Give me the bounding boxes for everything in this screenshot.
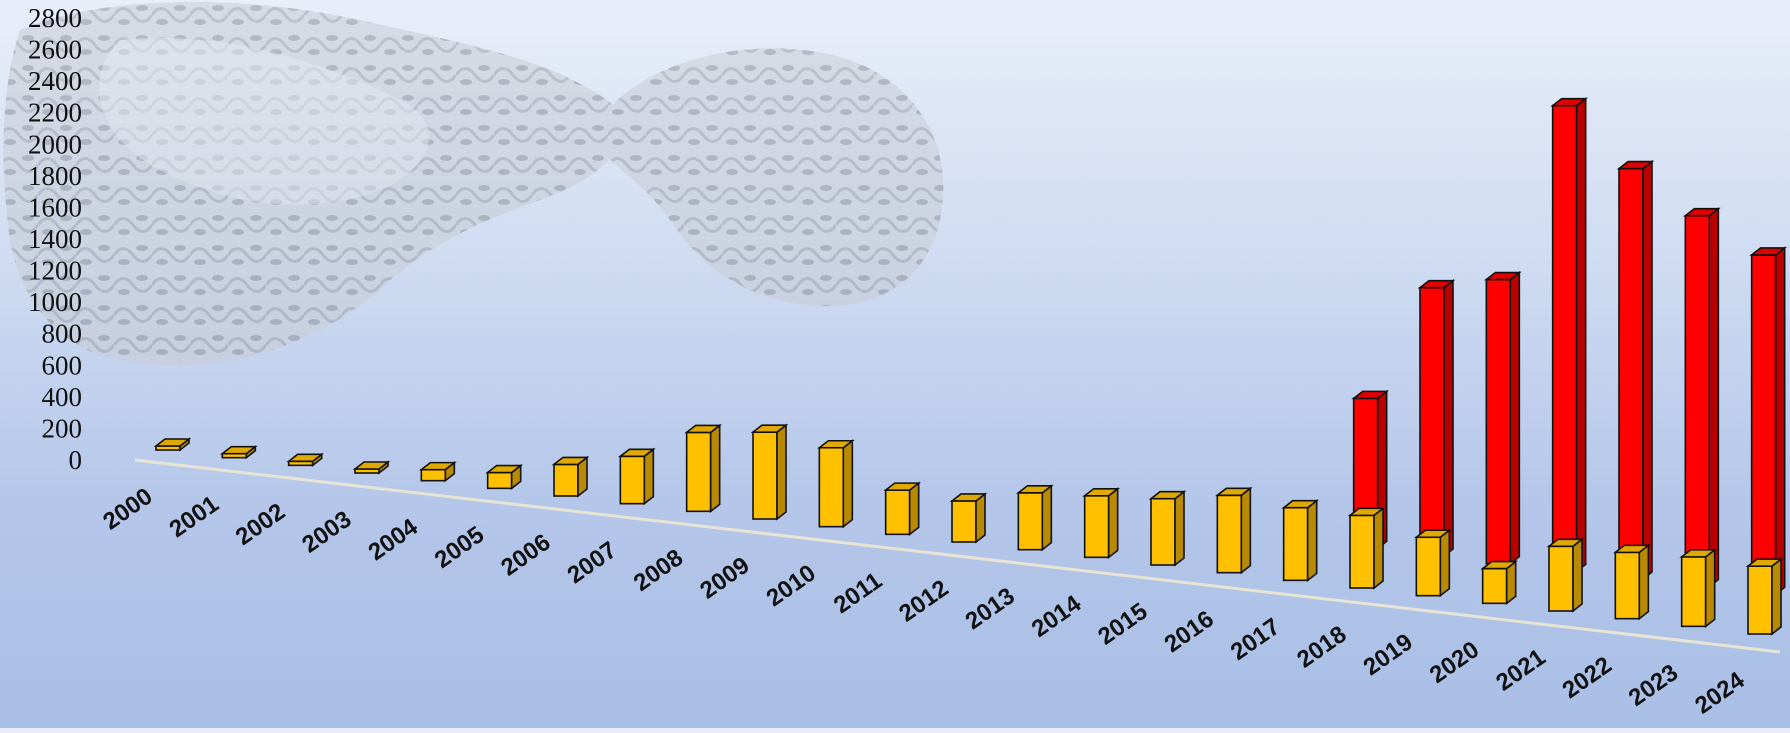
bar-yellow-2015 (1148, 490, 1187, 567)
bar-yellow-2009 (750, 423, 789, 521)
bar-yellow-2020 (1480, 559, 1518, 605)
bar-yellow-2006 (551, 455, 590, 498)
bar-yellow-2013 (1016, 484, 1054, 552)
y-tick-label: 1000 (28, 287, 82, 317)
x-tick-label: 2016 (1160, 605, 1219, 658)
bar-yellow-2003 (352, 460, 391, 475)
bar-yellow-2005 (485, 463, 523, 490)
bar-red-2021 (1616, 159, 1655, 581)
y-tick-label: 800 (42, 319, 83, 349)
x-tick-label: 2017 (1226, 613, 1285, 666)
x-tick-label: 2018 (1292, 621, 1351, 674)
x-tick-label: 2005 (430, 521, 489, 574)
bar-yellow-2002 (286, 452, 324, 467)
x-tick-label: 2020 (1425, 636, 1484, 689)
bar-yellow-2014 (1082, 487, 1120, 559)
x-tick-label: 2001 (165, 490, 224, 543)
bar-yellow-2016 (1215, 486, 1253, 575)
x-tick-label: 2014 (1027, 590, 1087, 643)
bar-yellow-2000 (153, 437, 192, 452)
x-tick-label: 2013 (961, 582, 1020, 635)
x-tick-label: 2012 (894, 575, 953, 628)
y-tick-label: 600 (42, 350, 83, 380)
bar-yellow-2008 (684, 423, 722, 513)
x-tick-label: 2003 (297, 506, 356, 559)
y-tick-label: 2200 (28, 98, 82, 128)
x-tick-label: 2010 (762, 559, 821, 612)
bar-yellow-2017 (1281, 499, 1319, 582)
y-tick-label: 2800 (28, 3, 82, 33)
bar-yellow-2010 (817, 439, 855, 529)
y-tick-label: 1600 (28, 192, 82, 222)
bar-red-2023 (1749, 246, 1787, 596)
y-tick-label: 400 (42, 382, 83, 412)
bar-yellow-2012 (949, 492, 988, 544)
y-tick-label: 200 (42, 413, 83, 443)
python-snake-image (3, 1, 944, 366)
bar-red-2018 (1417, 279, 1456, 558)
y-tick-label: 2000 (28, 129, 82, 159)
x-tick-label: 2008 (629, 544, 688, 597)
x-tick-label: 2004 (364, 513, 424, 566)
bar-yellow-2011 (883, 481, 921, 536)
bar-red-2019 (1484, 270, 1522, 566)
x-tick-label: 2007 (563, 536, 622, 589)
y-tick-label: 1800 (28, 161, 82, 191)
bar-yellow-2023 (1679, 548, 1717, 628)
y-tick-label: 1400 (28, 224, 82, 254)
x-tick-label: 2009 (695, 552, 754, 605)
y-tick-label: 1200 (28, 256, 82, 286)
bar-yellow-2018 (1347, 506, 1386, 590)
bar-yellow-2024 (1745, 557, 1784, 636)
x-tick-label: 2002 (231, 498, 290, 551)
x-tick-label: 2022 (1558, 651, 1617, 704)
bar-yellow-2007 (618, 447, 656, 506)
bar-yellow-2001 (220, 445, 258, 460)
y-tick-label: 0 (69, 445, 83, 475)
x-tick-label: 2021 (1491, 644, 1550, 697)
x-tick-label: 2006 (496, 529, 555, 582)
bar-yellow-2022 (1613, 543, 1651, 621)
floor-line (134, 458, 1781, 654)
bar-yellow-2004 (419, 460, 457, 483)
x-tick-label: 2000 (98, 483, 157, 536)
y-tick-label: 2600 (28, 35, 82, 65)
y-tick-label: 2400 (28, 66, 82, 96)
x-tick-label: 2023 (1624, 659, 1683, 712)
bar-red-2022 (1683, 207, 1721, 589)
bar-yellow-2021 (1546, 537, 1585, 613)
x-tick-label: 2024 (1690, 666, 1750, 719)
bar-yellow-2019 (1414, 528, 1452, 598)
x-tick-label: 2011 (829, 567, 887, 619)
x-tick-label: 2015 (1093, 598, 1152, 651)
chart-marks (153, 97, 1787, 636)
x-tick-label: 2019 (1359, 628, 1418, 681)
bar-red-2020 (1550, 97, 1588, 573)
